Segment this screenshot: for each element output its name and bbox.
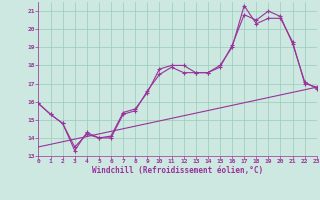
X-axis label: Windchill (Refroidissement éolien,°C): Windchill (Refroidissement éolien,°C) bbox=[92, 166, 263, 175]
